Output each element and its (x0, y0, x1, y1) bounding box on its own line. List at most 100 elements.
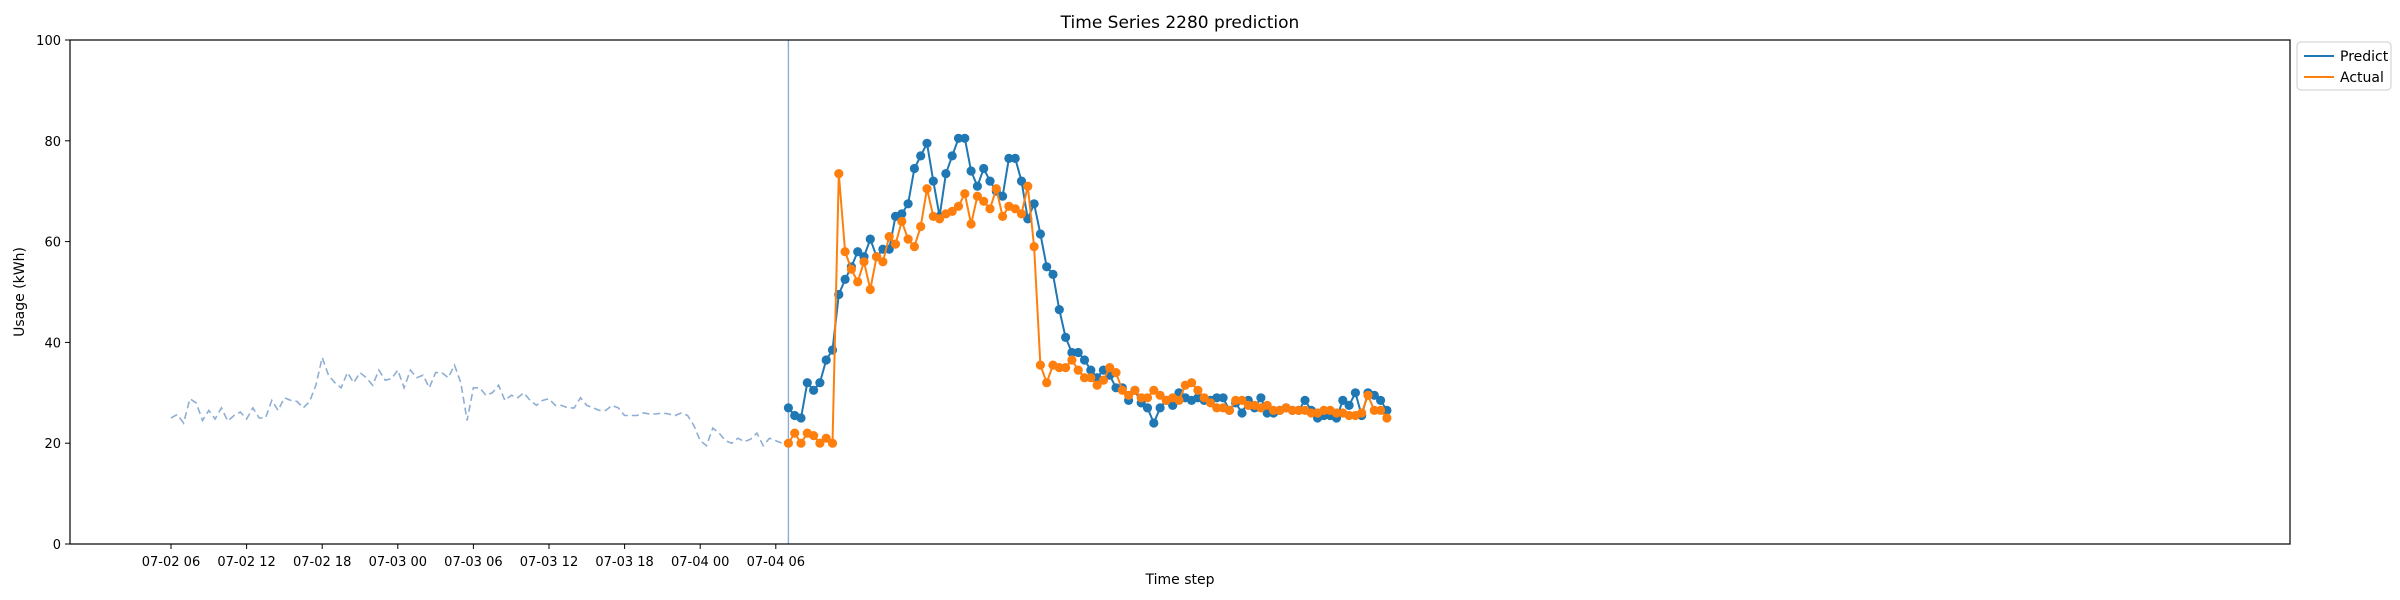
point-actual (998, 211, 1008, 221)
point-actual (1142, 393, 1153, 403)
y-axis: 0 20 40 60 80 100 (36, 34, 70, 553)
point-predict (1042, 262, 1052, 272)
point-predict (1212, 393, 1222, 403)
point-predict (1338, 395, 1348, 405)
point-actual (827, 438, 838, 448)
x-tick-label: 07-03 06 (444, 555, 502, 570)
point-predict (941, 169, 951, 179)
y-tick-label: 80 (44, 135, 61, 150)
point-predict (998, 191, 1008, 201)
y-tick-label: 60 (44, 236, 61, 251)
point-predict (1029, 199, 1039, 209)
point-predict (972, 181, 983, 191)
point-predict (903, 199, 913, 209)
point-predict (979, 163, 989, 174)
point-actual (979, 196, 989, 206)
point-predict (928, 176, 938, 186)
plot-frame (69, 39, 2291, 545)
point-predict (865, 234, 875, 244)
point-predict (1149, 418, 1159, 428)
point-actual (1268, 405, 1279, 415)
point-predict (985, 176, 995, 186)
point-actual (834, 169, 844, 179)
chart-title: Time Series 2280 prediction (1060, 13, 1300, 33)
point-predict (953, 133, 964, 143)
point-actual (890, 239, 901, 249)
legend-label-predict: Predict (2340, 49, 2389, 65)
point-actual (1086, 373, 1096, 383)
x-tick-label: 07-04 00 (671, 555, 729, 570)
point-actual (1042, 378, 1052, 388)
point-actual (1319, 405, 1329, 415)
point-actual (1111, 368, 1121, 378)
point-actual (947, 206, 957, 216)
point-actual (1149, 385, 1159, 395)
point-predict (802, 378, 812, 388)
legend-label-actual: Actual (2340, 70, 2384, 86)
point-actual (1124, 390, 1134, 400)
point-predict (1067, 347, 1077, 358)
point-predict (1168, 400, 1178, 410)
point-predict (922, 138, 932, 148)
point-actual (935, 214, 945, 224)
point-actual (783, 438, 794, 448)
point-predict (1079, 355, 1090, 365)
point-actual (1067, 355, 1077, 365)
plot-area (170, 40, 1392, 544)
history-line (170, 354, 783, 448)
point-predict (1155, 403, 1165, 413)
y-axis-label: Usage (kWh) (12, 247, 28, 337)
point-actual (1016, 209, 1027, 219)
point-actual (1029, 242, 1039, 252)
point-actual (966, 219, 976, 229)
point-actual (815, 438, 825, 448)
point-predict (1256, 393, 1266, 403)
point-actual (1174, 395, 1184, 405)
point-predict (1237, 408, 1247, 418)
point-actual (821, 433, 831, 443)
point-actual (1023, 181, 1033, 191)
point-actual (1331, 408, 1342, 418)
point-predict (821, 355, 831, 365)
point-actual (1363, 390, 1373, 400)
point-predict (1054, 305, 1064, 315)
point-predict (1061, 332, 1071, 342)
point-predict (966, 166, 976, 176)
point-actual (859, 257, 869, 267)
point-predict (809, 385, 819, 395)
point-actual (916, 221, 926, 232)
point-actual (865, 284, 875, 295)
point-actual (1199, 393, 1209, 403)
point-actual (1382, 413, 1392, 423)
point-actual (1237, 395, 1247, 405)
point-actual (991, 184, 1001, 194)
x-tick-label: 07-03 18 (595, 555, 653, 570)
point-actual (1073, 365, 1083, 375)
point-actual (897, 216, 907, 226)
point-predict (1035, 229, 1045, 239)
x-tick-label: 07-02 12 (217, 555, 275, 570)
point-predict (960, 133, 970, 143)
point-actual (1231, 395, 1241, 405)
point-actual (909, 242, 920, 252)
point-actual (1287, 405, 1297, 415)
point-predict (853, 247, 863, 257)
point-actual (1035, 360, 1045, 370)
point-actual (1061, 363, 1071, 373)
point-actual (1344, 410, 1354, 421)
point-actual (840, 247, 850, 257)
point-actual (1155, 390, 1165, 400)
point-actual (1117, 385, 1127, 395)
point-predict (1142, 403, 1153, 413)
point-actual (1092, 380, 1102, 390)
point-predict (796, 413, 806, 423)
point-predict (840, 274, 850, 284)
y-tick-label: 20 (44, 437, 61, 452)
point-actual (1079, 373, 1090, 383)
point-predict (815, 378, 825, 388)
y-tick-label: 0 (53, 538, 61, 553)
point-actual (1294, 405, 1304, 415)
point-predict (1382, 405, 1392, 415)
point-predict (1350, 388, 1360, 398)
